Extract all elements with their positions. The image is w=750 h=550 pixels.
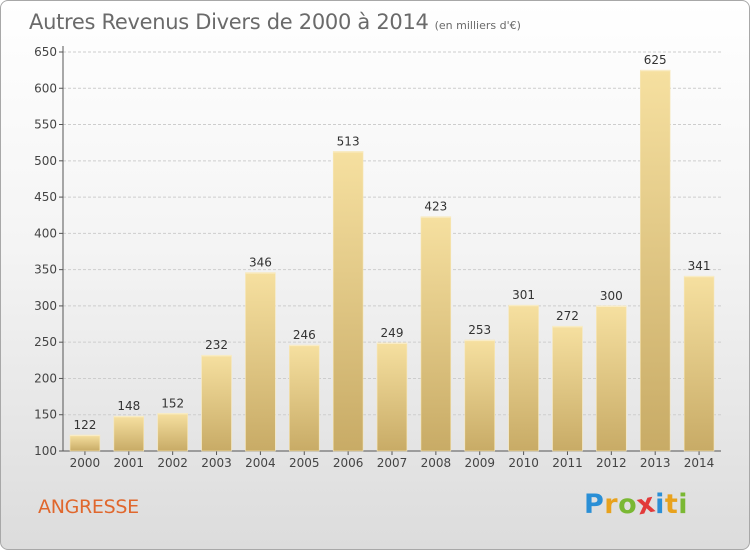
data-labels: 122 148 152 232 346 246 513 249 423 253 301 272 300 6… (73, 53, 710, 432)
x-tick-label-2013: 2013 (640, 456, 671, 470)
data-label-2001: 148 (117, 399, 140, 413)
bars (69, 69, 715, 452)
x-tick-label-2002: 2002 (157, 456, 188, 470)
x-tick-label-2005: 2005 (289, 456, 320, 470)
bar-2008 (420, 216, 452, 452)
data-label-2010: 301 (512, 288, 535, 302)
data-label-2000: 122 (73, 418, 96, 432)
logo-letter: P (584, 489, 605, 520)
commune-name: ANGRESSE (38, 496, 139, 518)
x-tick-label-2000: 2000 (70, 456, 101, 470)
y-tick-label: 300 (34, 299, 57, 313)
bar-2000 (69, 434, 101, 452)
bar-2003 (201, 354, 232, 452)
x-tick-label-2014: 2014 (684, 456, 715, 470)
y-tick-label: 500 (34, 154, 57, 168)
x-tick-label-2003: 2003 (201, 456, 232, 470)
x-tick-label-2006: 2006 (333, 456, 364, 470)
data-label-2006: 513 (337, 134, 360, 148)
data-label-2011: 272 (556, 309, 579, 323)
data-label-2002: 152 (161, 396, 184, 410)
bar-2004 (245, 272, 276, 452)
bar-2013 (639, 69, 671, 452)
y-tick-label: 100 (34, 444, 57, 458)
logo-letter: t (664, 489, 679, 520)
y-tick-label: 450 (34, 190, 57, 204)
data-label-2013: 625 (644, 53, 667, 67)
y-tick-label: 650 (34, 45, 57, 59)
bar-2009 (464, 339, 495, 452)
data-label-2007: 249 (381, 326, 404, 340)
x-tick-label-2011: 2011 (552, 456, 583, 470)
y-tick-label: 400 (34, 226, 57, 240)
proxiti-logo[interactable]: Proxiti (584, 487, 689, 521)
data-label-2008: 423 (424, 200, 447, 214)
bar-2012 (596, 305, 627, 452)
x-tick-label-2012: 2012 (596, 456, 627, 470)
x-tick-label-2007: 2007 (377, 456, 408, 470)
chart-title: Autres Revenus Divers de 2000 à 2014 (en … (29, 10, 521, 34)
logo-letter: i (655, 489, 665, 520)
y-tick-labels: 100 150 200 250 300 350 400 450 500 550 600 650 (34, 45, 57, 458)
bar-2001 (113, 415, 145, 452)
x-tick-label-2004: 2004 (245, 456, 276, 470)
x-tick-label-2009: 2009 (464, 456, 495, 470)
bar-2005 (289, 344, 320, 452)
y-tick-label: 600 (34, 81, 57, 95)
bar-2014 (683, 275, 715, 452)
bar-2007 (376, 342, 408, 452)
x-tick-label-2001: 2001 (114, 456, 145, 470)
data-label-2014: 341 (688, 259, 711, 273)
bar-2006 (332, 151, 364, 452)
x-tick-label-2008: 2008 (421, 456, 452, 470)
x-tick-labels: 2000 2001 2002 2003 2004 2005 2006 2007 2008 2009… (70, 456, 715, 470)
logo-letter: i (678, 489, 689, 520)
data-label-2009: 253 (468, 323, 491, 337)
title-unit: (en milliers d'€) (434, 19, 521, 32)
data-label-2004: 346 (249, 256, 272, 270)
bar-2011 (552, 325, 583, 452)
y-tick-label: 250 (34, 335, 57, 349)
title-text: Autres Revenus Divers de 2000 à 2014 (29, 10, 429, 34)
y-tick-label: 550 (34, 118, 57, 132)
y-tick-label: 150 (34, 408, 57, 422)
logo-letter: r (604, 489, 619, 520)
y-tick-label: 350 (34, 263, 57, 277)
y-tick-label: 200 (34, 371, 57, 385)
data-label-2005: 246 (293, 328, 316, 342)
bar-2010 (508, 304, 539, 452)
bar-2002 (157, 412, 188, 452)
data-label-2012: 300 (600, 289, 623, 303)
logo-letter: o (618, 489, 638, 520)
x-tick-label-2010: 2010 (508, 456, 539, 470)
data-label-2003: 232 (205, 338, 228, 352)
